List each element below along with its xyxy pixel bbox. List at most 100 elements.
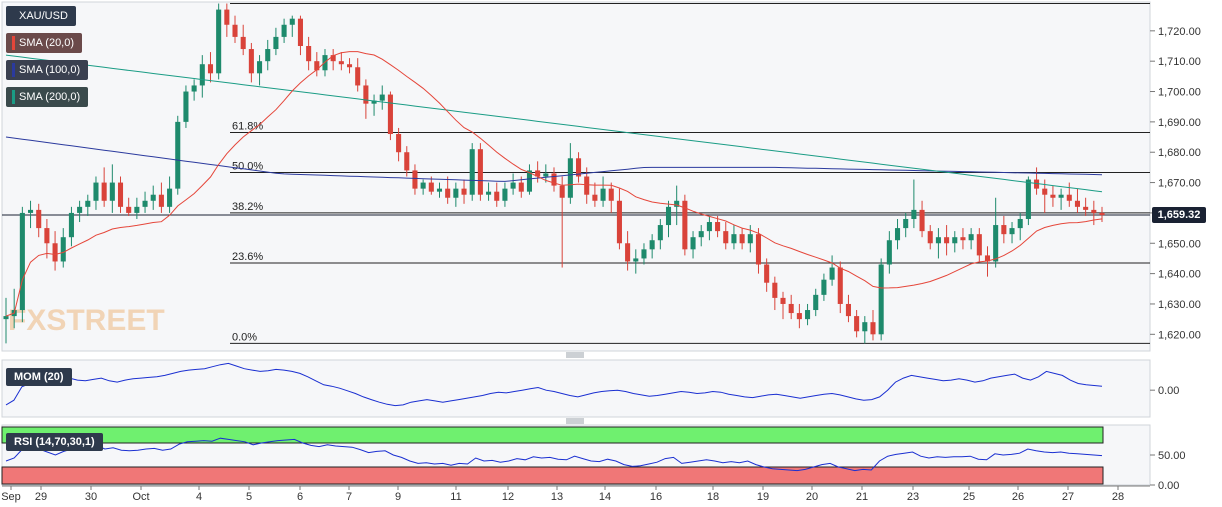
candle-body	[903, 218, 909, 229]
candle-body	[265, 49, 271, 62]
candle-body	[576, 158, 582, 177]
x-tick-label: 12	[502, 491, 514, 503]
candle-body	[690, 237, 696, 250]
candle-body	[796, 313, 802, 320]
x-tick-label: 11	[450, 491, 461, 503]
candle-body	[207, 64, 214, 74]
main-panel-bg	[1, 1, 1151, 352]
candle-body	[1042, 188, 1048, 195]
candle-body	[616, 200, 622, 244]
candle-body	[567, 158, 573, 198]
candle-body	[486, 191, 492, 195]
candle-body	[28, 209, 34, 213]
sma20-line	[5, 51, 1103, 317]
rsi-tick-label: 50.00	[1158, 450, 1186, 462]
candle-body	[3, 316, 9, 320]
candle-body	[199, 64, 205, 86]
candle-body	[886, 240, 892, 265]
candle-body	[224, 9, 230, 25]
candle-body	[674, 200, 680, 207]
candle-body	[126, 206, 132, 213]
candle-body	[862, 322, 868, 332]
legend-sma200-text: SMA (200,0)	[19, 91, 81, 103]
x-tick-label: 13	[551, 491, 563, 503]
fib-label: 38.2%	[232, 201, 263, 213]
candle-body	[469, 149, 475, 195]
candle-body	[109, 182, 115, 201]
candle-body	[248, 49, 254, 74]
candle-body	[535, 170, 541, 177]
candle-body	[723, 231, 729, 244]
candle-body	[142, 200, 148, 207]
candle-body	[731, 234, 737, 244]
candle-body	[551, 173, 557, 186]
candle-body	[117, 182, 124, 207]
candle-body	[183, 91, 189, 122]
candle-body	[68, 212, 74, 238]
rsi-tick-label: 0.00	[1158, 480, 1179, 492]
candle-body	[1025, 179, 1031, 219]
candle-body	[584, 176, 590, 195]
x-tick-label: 16	[650, 491, 662, 503]
candle-body	[764, 264, 770, 283]
candle-body	[772, 282, 778, 298]
candle-body	[502, 188, 508, 201]
candle-body	[461, 188, 467, 195]
y-tick-label: 1,650.00	[1158, 238, 1201, 250]
candle-body	[412, 170, 418, 189]
rsi-overbought-zone	[1, 426, 1104, 444]
candle-body	[216, 9, 222, 74]
candle-body	[894, 228, 901, 241]
candle-body	[976, 234, 982, 256]
x-tick-label: 23	[907, 491, 919, 503]
candle-body	[175, 121, 181, 189]
candle-body	[158, 194, 164, 207]
candle-body	[289, 18, 295, 25]
candle-body	[993, 225, 999, 262]
legend-sma100: SMA (100,0)	[6, 60, 89, 80]
candle-body	[706, 222, 712, 232]
candle-body	[273, 36, 279, 50]
candle-body	[944, 237, 950, 244]
candle-body	[453, 188, 459, 198]
candle-body	[494, 191, 500, 201]
fib-label: 50.0%	[232, 161, 263, 173]
legend-sma20-swatch	[12, 36, 15, 50]
candle-body	[608, 188, 614, 201]
momentum-label: MOM (20)	[6, 368, 72, 386]
candle-body	[821, 279, 827, 295]
x-tick-label: 26	[1012, 491, 1024, 503]
candle-body	[755, 234, 762, 265]
candle-body	[19, 212, 25, 311]
candle-body	[420, 182, 426, 189]
candle-body	[346, 64, 353, 68]
candle-body	[93, 182, 99, 201]
candle-body	[952, 237, 958, 244]
x-tick-label: 4	[196, 491, 202, 503]
candle-body	[101, 182, 107, 201]
candle-body	[559, 185, 565, 198]
candle-body	[510, 182, 516, 189]
candle-body	[428, 182, 434, 192]
candle-body	[919, 209, 925, 232]
candle-body	[657, 225, 663, 241]
candle-body	[314, 61, 320, 71]
candle-body	[396, 134, 402, 153]
candle-body	[543, 173, 549, 177]
candle-body	[649, 240, 655, 250]
sma200-line	[5, 54, 1103, 193]
y-tick-label: 1,690.00	[1158, 117, 1201, 129]
candle-body	[1066, 194, 1072, 201]
candle-body	[911, 209, 917, 219]
candle-body	[600, 188, 606, 201]
x-tick-label: 21	[856, 491, 868, 503]
x-tick-label: 27	[1062, 491, 1074, 503]
candle-body	[665, 206, 672, 226]
candle-body	[306, 46, 312, 62]
candle-body	[837, 267, 843, 304]
candle-body	[404, 152, 410, 171]
candle-body	[85, 200, 91, 207]
candle-body	[371, 100, 377, 104]
